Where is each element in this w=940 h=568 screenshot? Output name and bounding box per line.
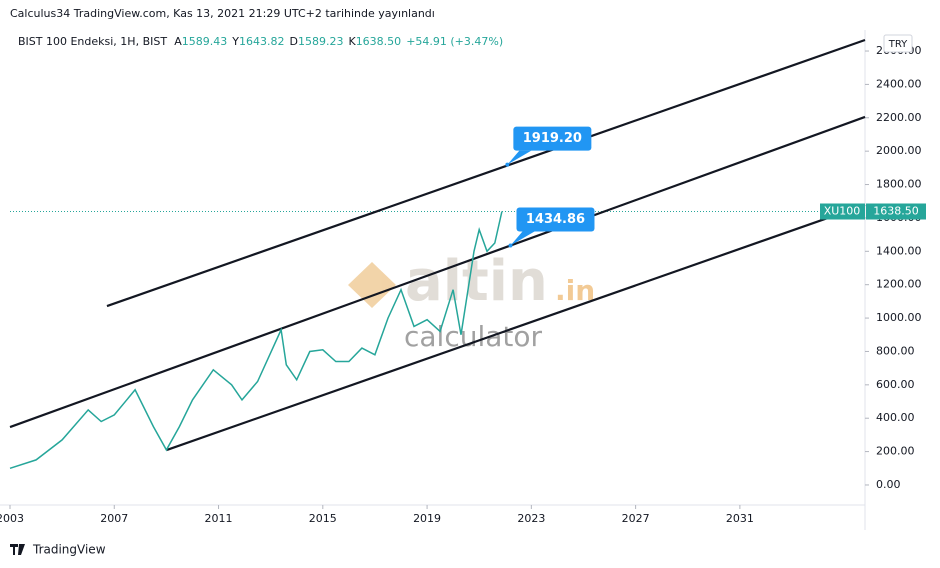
callout: 1434.86: [508, 207, 595, 248]
currency-box: [883, 34, 913, 53]
price-tag: [866, 203, 926, 220]
y-tick-label: 0.00: [876, 478, 901, 491]
callout-label: 1434.86: [526, 212, 585, 227]
footer-brand: TradingView: [32, 543, 106, 557]
ohlc-value: 1638.50: [356, 35, 402, 48]
x-tick-label: 2011: [205, 512, 233, 525]
trend-line: [166, 203, 866, 451]
x-tick-label: 2023: [517, 512, 545, 525]
watermark-brand: altin: [405, 249, 548, 314]
y-tick-label: 400.00: [876, 411, 915, 424]
y-tick-label: 2400.00: [876, 77, 922, 90]
x-tick-label: 2027: [622, 512, 650, 525]
price-line: [9, 211, 503, 470]
symbol-tag: [820, 203, 865, 220]
x-tick-label: 2003: [0, 512, 24, 525]
price-tag-label: 1638.50: [873, 205, 919, 218]
symbol: BIST 100 Endeksi, 1H, BIST: [18, 35, 167, 48]
footer-logo: [10, 544, 25, 555]
plot: 0.00 200.00 400.00 600.00 800.00 1000.00 1200.…: [0, 38, 926, 525]
y-tick-label: 1800.00: [876, 178, 922, 191]
ohlc-key: D: [289, 35, 297, 48]
change: +54.91 (+3.47%): [406, 35, 503, 48]
ohlc-value: 1589.23: [298, 35, 344, 48]
x-tick-label: 2007: [100, 512, 128, 525]
x-tick-label: 2019: [413, 512, 441, 525]
y-tick-label: 2200.00: [876, 111, 922, 124]
y-tick-label: 1000.00: [876, 311, 922, 324]
callout-box: [513, 126, 592, 151]
ohlc-key: A: [174, 35, 182, 48]
ohlc-key: Y: [231, 35, 239, 48]
y-tick-label: 1200.00: [876, 278, 922, 291]
callout-pointer: [507, 150, 532, 165]
watermark-logo: [348, 262, 396, 308]
callout-box: [516, 207, 595, 232]
ohlc-value: 1589.43: [182, 35, 228, 48]
x-tick-label: 2015: [309, 512, 337, 525]
symbol-tag-label: XU100: [824, 205, 861, 218]
published-line: Calculus34 TradingView.com, Kas 13, 2021…: [10, 7, 435, 20]
legend: BIST 100 Endeksi, 1H, BIST A1589.43 Y1643.…: [18, 35, 503, 48]
y-tick-label: 600.00: [876, 378, 915, 391]
ohlc-value: 1643.82: [239, 35, 285, 48]
callout: 1919.20: [505, 126, 592, 167]
trend-line: [9, 115, 866, 429]
y-tick-label: 800.00: [876, 344, 915, 357]
currency: TRY: [888, 39, 908, 50]
callout-pointer: [510, 231, 535, 246]
callout-label: 1919.20: [523, 131, 582, 146]
y-tick-label: 200.00: [876, 445, 915, 458]
ohlc-key: K: [348, 35, 356, 48]
y-tick-label: 1400.00: [876, 244, 922, 257]
y-tick-label: 2000.00: [876, 144, 922, 157]
x-tick-label: 2031: [726, 512, 754, 525]
trend-line: [106, 38, 866, 308]
